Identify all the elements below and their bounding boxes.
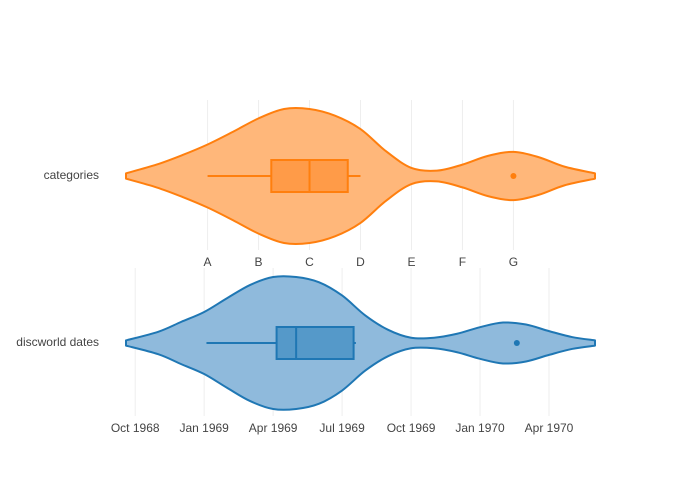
x-tick-label: G <box>509 255 518 269</box>
x-tick-label: E <box>407 255 415 269</box>
x-tick-label: B <box>255 255 263 269</box>
outliers-categories <box>510 173 517 179</box>
y-label-discworld-dates: discworld dates <box>16 335 99 349</box>
x-tick-label: A <box>204 255 212 269</box>
x-tick-label: Jul 1969 <box>319 421 365 435</box>
panel-discworld-dates: Oct 1968 Jan 1969 Apr 1969 Jul 1969 Oct 1969… <box>16 268 596 435</box>
violin-discworld-dates <box>125 275 596 411</box>
y-label-categories: categories <box>44 168 99 182</box>
box-discworld-dates <box>275 326 355 360</box>
x-tick-label: D <box>356 255 365 269</box>
x-tick-labels-discworld-dates: Oct 1968 Jan 1969 Apr 1969 Jul 1969 Oct 1969… <box>111 421 574 435</box>
x-tick-label: Apr 1969 <box>249 421 298 435</box>
outlier-point <box>510 173 517 179</box>
x-tick-labels-categories: A B C D E F G <box>204 255 519 269</box>
x-tick-label: Jan 1970 <box>455 421 505 435</box>
x-tick-label: Apr 1970 <box>525 421 574 435</box>
x-tick-label: Oct 1968 <box>111 421 160 435</box>
panel-categories: A B C D E F G categories <box>44 100 596 269</box>
x-tick-label: Jan 1969 <box>179 421 229 435</box>
x-tick-label: C <box>305 255 314 269</box>
x-tick-label: F <box>459 255 466 269</box>
x-tick-label: Oct 1969 <box>387 421 436 435</box>
outlier-point <box>513 340 520 346</box>
outliers-discworld-dates <box>513 340 520 346</box>
